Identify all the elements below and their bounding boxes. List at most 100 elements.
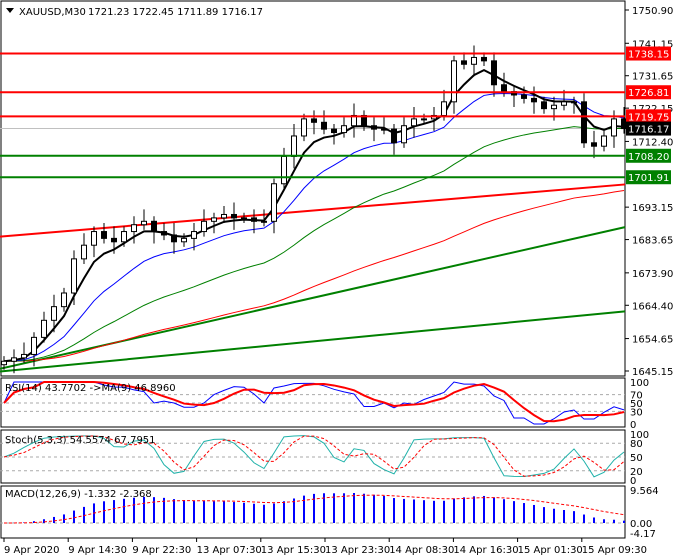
- macd-signal-line: [3, 494, 625, 524]
- candle-body: [141, 220, 147, 226]
- ohlc-values: 1721.23 1722.45 1711.89 1716.17: [88, 7, 263, 18]
- macd-tick: -4.17: [630, 529, 656, 540]
- candle-body: [461, 60, 467, 65]
- stoch-label: Stoch(5,3,3) 54.5574 67.7951: [5, 435, 156, 446]
- candle-body: [31, 336, 37, 355]
- candle-body: [171, 234, 177, 243]
- price-tick-label: 1673.90: [632, 269, 673, 280]
- stoch-tick: 100: [630, 430, 649, 441]
- macd-tick: 0.00: [630, 519, 652, 530]
- candle-body: [71, 258, 77, 294]
- candle-body: [291, 135, 297, 157]
- ma-mid-line: [3, 92, 625, 362]
- candle-body: [411, 118, 417, 127]
- rsi-ma-line: [3, 381, 625, 423]
- candle-body: [321, 121, 327, 130]
- rsi-tick: 50: [630, 399, 643, 410]
- dropdown-triangle-icon: [6, 8, 14, 13]
- rsi-tick: 30: [630, 407, 643, 418]
- candle-body: [341, 125, 347, 134]
- candle-body: [501, 84, 507, 93]
- candle-body: [301, 118, 307, 137]
- time-label: 13 Apr 15:30: [261, 545, 326, 556]
- rsi-tick: 100: [630, 378, 649, 389]
- candle-body: [281, 155, 287, 185]
- bid-label-box: [626, 121, 671, 136]
- rsi-label: RSI(14) 43.7702 ->MA(9) 46.8960: [5, 383, 176, 394]
- candle-body: [241, 217, 247, 220]
- stoch-signal-line: [3, 435, 625, 477]
- time-label: 13 Apr 23:30: [325, 545, 390, 556]
- candle-body: [541, 101, 547, 110]
- candle-body: [571, 101, 577, 104]
- price-tick-label: 1693.15: [632, 203, 673, 214]
- stoch-main-line: [3, 435, 625, 478]
- candle-body: [561, 101, 567, 106]
- macd-label: MACD(12,26,9) -1.332 -2.368: [5, 489, 152, 500]
- candle-body: [1, 360, 7, 366]
- candle-body: [131, 224, 137, 233]
- candle-body: [61, 292, 67, 308]
- candle-body: [91, 231, 97, 246]
- candle-body: [221, 213, 227, 219]
- price-tick-label: 1712.40: [632, 137, 673, 148]
- candle-body: [41, 319, 47, 338]
- ma-slow-line: [3, 126, 625, 362]
- price-tick-label: 1683.65: [632, 236, 673, 247]
- candle-body: [421, 118, 427, 121]
- candle-body: [191, 231, 197, 239]
- stoch-tick: 20: [630, 467, 643, 478]
- candle-body: [311, 118, 317, 123]
- stoch-tick: 0: [630, 476, 636, 487]
- candle-body: [531, 97, 537, 103]
- level-label-box: [626, 148, 671, 163]
- main-panel: [0, 0, 626, 377]
- level-label: 1738.15: [628, 50, 669, 61]
- candle-body: [261, 220, 267, 223]
- stoch-tick: 50: [630, 453, 643, 464]
- candle-body: [621, 118, 627, 130]
- time-label: 9 Apr 14:30: [68, 545, 127, 556]
- candle-body: [591, 142, 597, 147]
- candle-body: [111, 237, 117, 243]
- level-label: 1726.81: [628, 88, 669, 99]
- candle-body: [11, 357, 17, 362]
- candle-body: [201, 220, 207, 233]
- time-label: 13 Apr 07:30: [197, 545, 262, 556]
- candle-body: [121, 231, 127, 243]
- candle-body: [371, 125, 377, 130]
- time-label: 14 Apr 16:30: [453, 545, 518, 556]
- candle-body: [271, 183, 277, 222]
- price-tick-label: 1654.65: [632, 335, 673, 346]
- level-label-box: [626, 170, 671, 185]
- candle-body: [251, 217, 257, 222]
- candle-body: [81, 244, 87, 260]
- candle-body: [601, 135, 607, 147]
- candle-body: [471, 56, 477, 65]
- candle-body: [491, 60, 497, 86]
- bid-label: 1716.17: [628, 125, 669, 136]
- price-tick-label: 1731.65: [632, 72, 673, 83]
- level-label: 1719.75: [628, 112, 669, 123]
- candle-body: [231, 213, 237, 219]
- price-tick-label: 1664.40: [632, 301, 673, 312]
- rsi-tick: 70: [630, 391, 643, 402]
- time-label: 15 Apr 01:30: [518, 545, 583, 556]
- macd-tick: 9.564: [630, 486, 659, 497]
- time-label: 9 Apr 22:30: [132, 545, 191, 556]
- candle-body: [161, 231, 167, 236]
- rsi-tick: 0: [630, 420, 636, 431]
- candle-body: [381, 128, 387, 131]
- stoch-tick: 80: [630, 439, 643, 450]
- level-label-box: [626, 46, 671, 61]
- symbol-label: XAUUSD,M30: [19, 7, 86, 18]
- candle-body: [551, 104, 557, 110]
- candle-body: [211, 217, 217, 222]
- candle-body: [101, 231, 107, 239]
- macd-panel: [0, 485, 626, 539]
- candle-body: [611, 118, 617, 137]
- candle-body: [331, 128, 337, 134]
- time-label: 14 Apr 08:30: [389, 545, 454, 556]
